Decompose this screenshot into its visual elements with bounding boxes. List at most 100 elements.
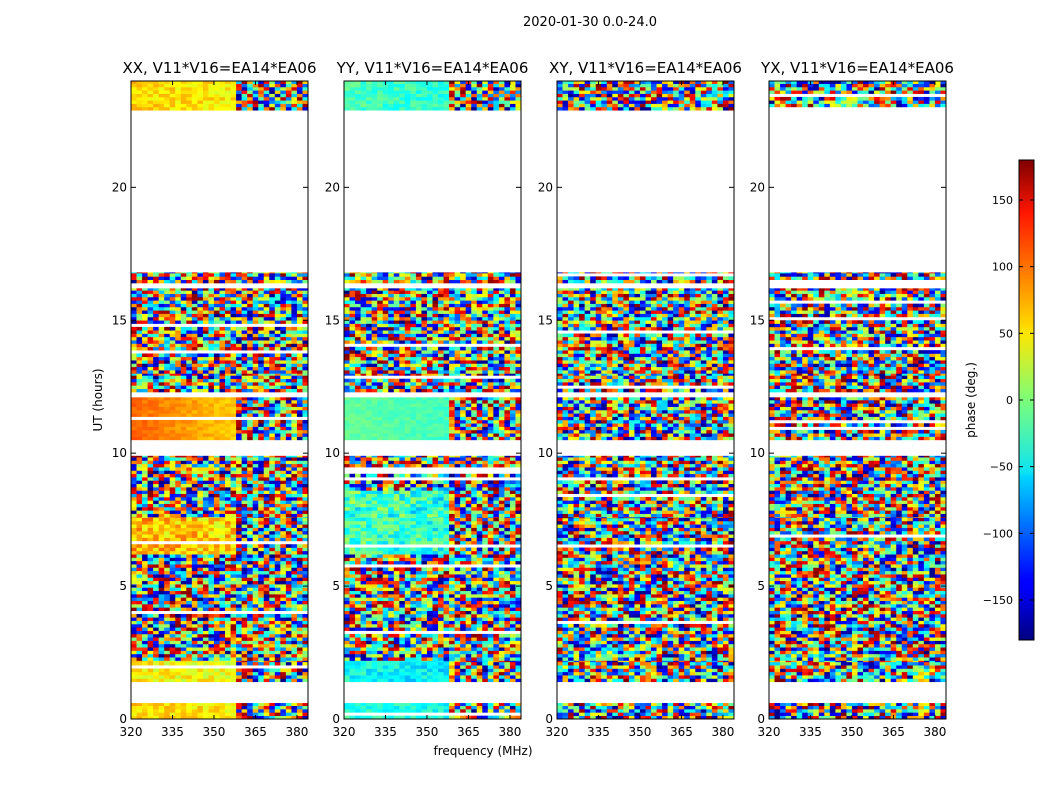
heatmap-cell (247, 617, 253, 621)
heatmap-cell (208, 330, 214, 334)
heatmap-cell (275, 709, 281, 713)
heatmap-cell (377, 706, 383, 710)
heatmap-cell (186, 637, 192, 641)
heatmap-cell (203, 94, 209, 98)
heatmap-cell (220, 678, 226, 682)
heatmap-cell (236, 504, 242, 508)
heatmap-cell (286, 581, 292, 585)
heatmap-cell (253, 357, 259, 361)
heatmap-cell (192, 617, 198, 621)
heatmap-cell (372, 601, 378, 605)
heatmap-cell (225, 375, 231, 379)
heatmap-cell (170, 548, 176, 552)
heatmap-cell (302, 423, 308, 427)
heatmap-cell (203, 651, 209, 655)
heatmap-cell (203, 524, 209, 528)
heatmap-cell (208, 272, 214, 273)
heatmap-cell (192, 347, 198, 351)
heatmap-cell (131, 662, 137, 666)
heatmap-cell (269, 420, 275, 424)
heatmap-cell (131, 314, 137, 318)
heatmap-cell (394, 675, 400, 679)
heatmap-cell (269, 288, 275, 290)
heatmap-cell (197, 703, 203, 706)
heatmap-cell (247, 484, 253, 488)
heatmap-cell (142, 353, 148, 357)
heatmap-cell (291, 470, 297, 474)
heatmap-cell (297, 518, 303, 522)
heatmap-cell (170, 654, 176, 658)
heatmap-cell (181, 510, 187, 514)
heatmap-cell (197, 370, 203, 374)
heatmap-cell (291, 484, 297, 488)
heatmap-cell (137, 484, 143, 488)
heatmap-cell (275, 430, 281, 434)
heatmap-cell (247, 347, 253, 351)
heatmap-cell (214, 614, 220, 618)
heatmap-cell (153, 272, 159, 273)
heatmap-cell (197, 100, 203, 104)
heatmap-cell (242, 544, 248, 548)
heatmap-cell (131, 709, 137, 713)
heatmap-cell (433, 668, 439, 672)
heatmap-cell (137, 327, 143, 331)
heatmap-cell (236, 678, 242, 682)
heatmap-cell (493, 607, 499, 611)
heatmap-cell (488, 668, 494, 672)
heatmap-cell (344, 644, 350, 648)
heatmap-cell (159, 433, 165, 437)
heatmap-cell (159, 644, 165, 648)
heatmap-cell (383, 675, 389, 679)
heatmap-cell (253, 510, 259, 514)
heatmap-cell (131, 581, 137, 585)
heatmap-cell (197, 507, 203, 511)
heatmap-cell (181, 591, 187, 595)
heatmap-cell (175, 621, 181, 625)
heatmap-cell (181, 367, 187, 371)
heatmap-cell (186, 397, 192, 400)
heatmap-cell (214, 675, 220, 679)
heatmap-cell (164, 430, 170, 434)
heatmap-cell (242, 534, 248, 538)
heatmap-cell (291, 531, 297, 535)
heatmap-cell (286, 709, 292, 713)
heatmap-cell (203, 87, 209, 91)
heatmap-cell (258, 427, 264, 431)
heatmap-cell (444, 604, 450, 608)
heatmap-cell (186, 507, 192, 511)
heatmap-cell (366, 665, 372, 669)
heatmap-cell (297, 584, 303, 588)
heatmap-cell (455, 675, 461, 679)
heatmap-cell (297, 457, 303, 461)
heatmap-cell (269, 297, 275, 301)
heatmap-cell (242, 518, 248, 522)
heatmap-cell (275, 457, 281, 461)
heatmap-cell (377, 703, 383, 706)
heatmap-cell (214, 607, 220, 611)
heatmap-cell (142, 480, 148, 484)
heatmap-cell (208, 706, 214, 710)
heatmap-cell (197, 90, 203, 94)
heatmap-cell (214, 477, 220, 481)
heatmap-cell (208, 360, 214, 364)
heatmap-cell (427, 672, 433, 676)
heatmap-cell (159, 627, 165, 631)
heatmap-cell (377, 654, 383, 658)
heatmap-cell (192, 528, 198, 532)
heatmap-cell (264, 460, 270, 464)
heatmap-cell (214, 601, 220, 605)
heatmap-cell (269, 456, 275, 458)
heatmap-cell (153, 330, 159, 334)
heatmap-cell (148, 310, 154, 314)
heatmap-cell (131, 460, 137, 464)
heatmap-cell (286, 385, 292, 389)
heatmap-cell (253, 507, 259, 511)
heatmap-cell (269, 290, 275, 294)
heatmap-cell (208, 456, 214, 458)
heatmap-cell (280, 584, 286, 588)
heatmap-cell (131, 500, 137, 504)
heatmap-cell (247, 400, 253, 404)
heatmap-cell (366, 611, 372, 615)
heatmap-cell (131, 423, 137, 427)
heatmap-cell (153, 709, 159, 713)
